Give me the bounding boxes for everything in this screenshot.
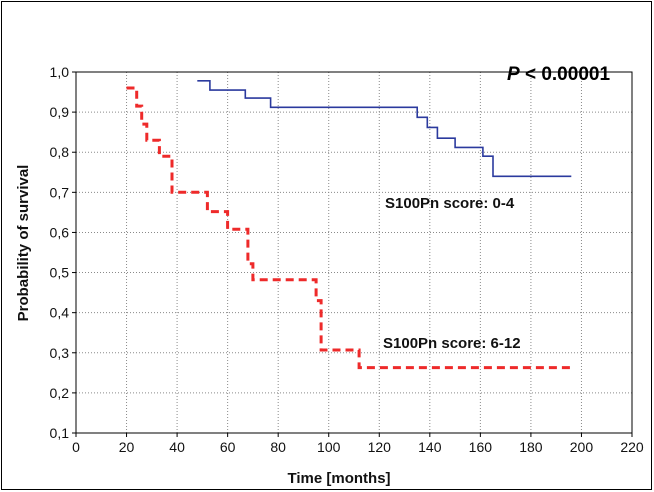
y-tick-label: 0,2	[50, 385, 70, 401]
y-tick-label: 0,9	[50, 104, 70, 120]
y-tick-label: 0,7	[50, 184, 70, 200]
y-tick-label: 0,6	[50, 224, 70, 240]
y-tick-label: 0,3	[50, 345, 70, 361]
series-label-high-score: S100Pn score: 6-12	[383, 335, 521, 352]
series-label-low-score: S100Pn score: 0-4	[385, 195, 515, 212]
plot-area-border	[75, 71, 633, 434]
grid-lines	[76, 72, 632, 433]
x-tick-label: 80	[270, 439, 286, 455]
x-tick-label: 60	[220, 439, 236, 455]
x-tick-label: 140	[418, 439, 442, 455]
y-tick-label: 0,4	[50, 305, 70, 321]
y-axis-title: Probability of survival	[15, 165, 32, 322]
x-tick-label: 180	[519, 439, 543, 455]
p-value-annotation: P < 0.00001	[507, 64, 610, 85]
x-tick-label: 40	[169, 439, 185, 455]
x-tick-label: 120	[368, 439, 392, 455]
p-value-text: < 0.00001	[520, 64, 611, 85]
x-tick-label: 200	[570, 439, 594, 455]
x-tick-label: 100	[317, 439, 341, 455]
p-value-label: P	[507, 64, 520, 85]
y-tick-label: 0,5	[50, 265, 70, 281]
x-axis-title: Time [months]	[287, 470, 390, 487]
survival-curve-high-score	[126, 86, 572, 370]
x-tick-label: 160	[469, 439, 493, 455]
series-lines	[126, 80, 572, 370]
axis-ticks: 0 20 40 60 80 100 120 140 160 180 200 220 0,1 0,2 0,3 0…	[50, 64, 644, 455]
y-tick-label: 1,0	[50, 64, 70, 80]
x-tick-label: 0	[72, 439, 80, 455]
y-tick-label: 0,1	[50, 425, 70, 441]
x-tick-label: 220	[620, 439, 644, 455]
y-tick-label: 0,8	[50, 144, 70, 160]
x-tick-label: 20	[119, 439, 135, 455]
survival-curve-low-score	[197, 80, 572, 178]
